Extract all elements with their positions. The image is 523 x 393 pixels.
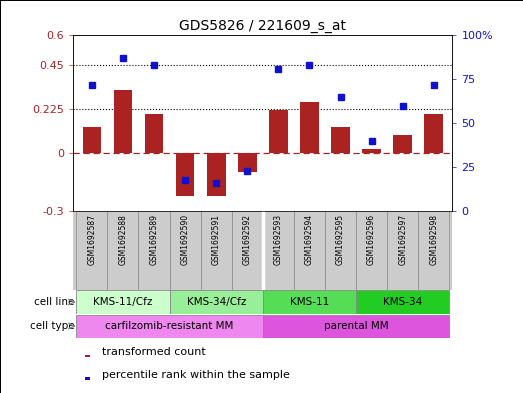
Bar xyxy=(418,211,449,290)
Text: cell line: cell line xyxy=(34,297,74,307)
Bar xyxy=(269,110,288,152)
Bar xyxy=(76,211,107,290)
Text: percentile rank within the sample: percentile rank within the sample xyxy=(101,370,290,380)
Text: KMS-11: KMS-11 xyxy=(290,297,329,307)
Text: GSM1692592: GSM1692592 xyxy=(243,214,252,264)
Bar xyxy=(232,211,263,290)
Bar xyxy=(362,149,381,152)
Title: GDS5826 / 221609_s_at: GDS5826 / 221609_s_at xyxy=(179,19,346,33)
Bar xyxy=(145,114,163,152)
Bar xyxy=(85,377,90,380)
Bar xyxy=(85,355,90,358)
Bar xyxy=(356,211,387,290)
Text: KMS-34: KMS-34 xyxy=(383,297,422,307)
Bar xyxy=(107,211,139,290)
Bar xyxy=(425,114,443,152)
Bar xyxy=(83,127,101,152)
Text: GSM1692597: GSM1692597 xyxy=(398,214,407,265)
Text: carfilzomib-resistant MM: carfilzomib-resistant MM xyxy=(105,321,234,331)
Text: GSM1692589: GSM1692589 xyxy=(150,214,158,264)
Text: GSM1692595: GSM1692595 xyxy=(336,214,345,265)
Text: GSM1692587: GSM1692587 xyxy=(87,214,96,264)
Bar xyxy=(113,90,132,152)
Bar xyxy=(139,211,169,290)
Bar xyxy=(169,211,201,290)
Bar xyxy=(356,290,449,314)
Bar xyxy=(263,314,449,338)
Bar xyxy=(263,290,356,314)
Bar xyxy=(263,211,294,290)
Text: GSM1692590: GSM1692590 xyxy=(180,214,190,265)
Bar xyxy=(238,152,257,172)
Text: transformed count: transformed count xyxy=(101,347,206,357)
Text: parental MM: parental MM xyxy=(324,321,389,331)
Bar xyxy=(387,211,418,290)
Bar xyxy=(76,314,263,338)
Text: KMS-11/Cfz: KMS-11/Cfz xyxy=(93,297,153,307)
Bar xyxy=(393,135,412,152)
Text: KMS-34/Cfz: KMS-34/Cfz xyxy=(187,297,246,307)
Text: GSM1692588: GSM1692588 xyxy=(118,214,128,264)
Text: GSM1692596: GSM1692596 xyxy=(367,214,376,265)
Bar xyxy=(294,211,325,290)
Bar xyxy=(325,211,356,290)
Bar xyxy=(176,152,195,196)
Text: GSM1692598: GSM1692598 xyxy=(429,214,438,264)
Text: GSM1692594: GSM1692594 xyxy=(305,214,314,265)
Text: cell type: cell type xyxy=(29,321,74,331)
Bar xyxy=(207,152,225,196)
Bar xyxy=(169,290,263,314)
Bar xyxy=(201,211,232,290)
Bar xyxy=(76,290,169,314)
Text: GSM1692591: GSM1692591 xyxy=(212,214,221,264)
Bar xyxy=(331,127,350,152)
Text: GSM1692593: GSM1692593 xyxy=(274,214,283,265)
Bar xyxy=(300,102,319,152)
